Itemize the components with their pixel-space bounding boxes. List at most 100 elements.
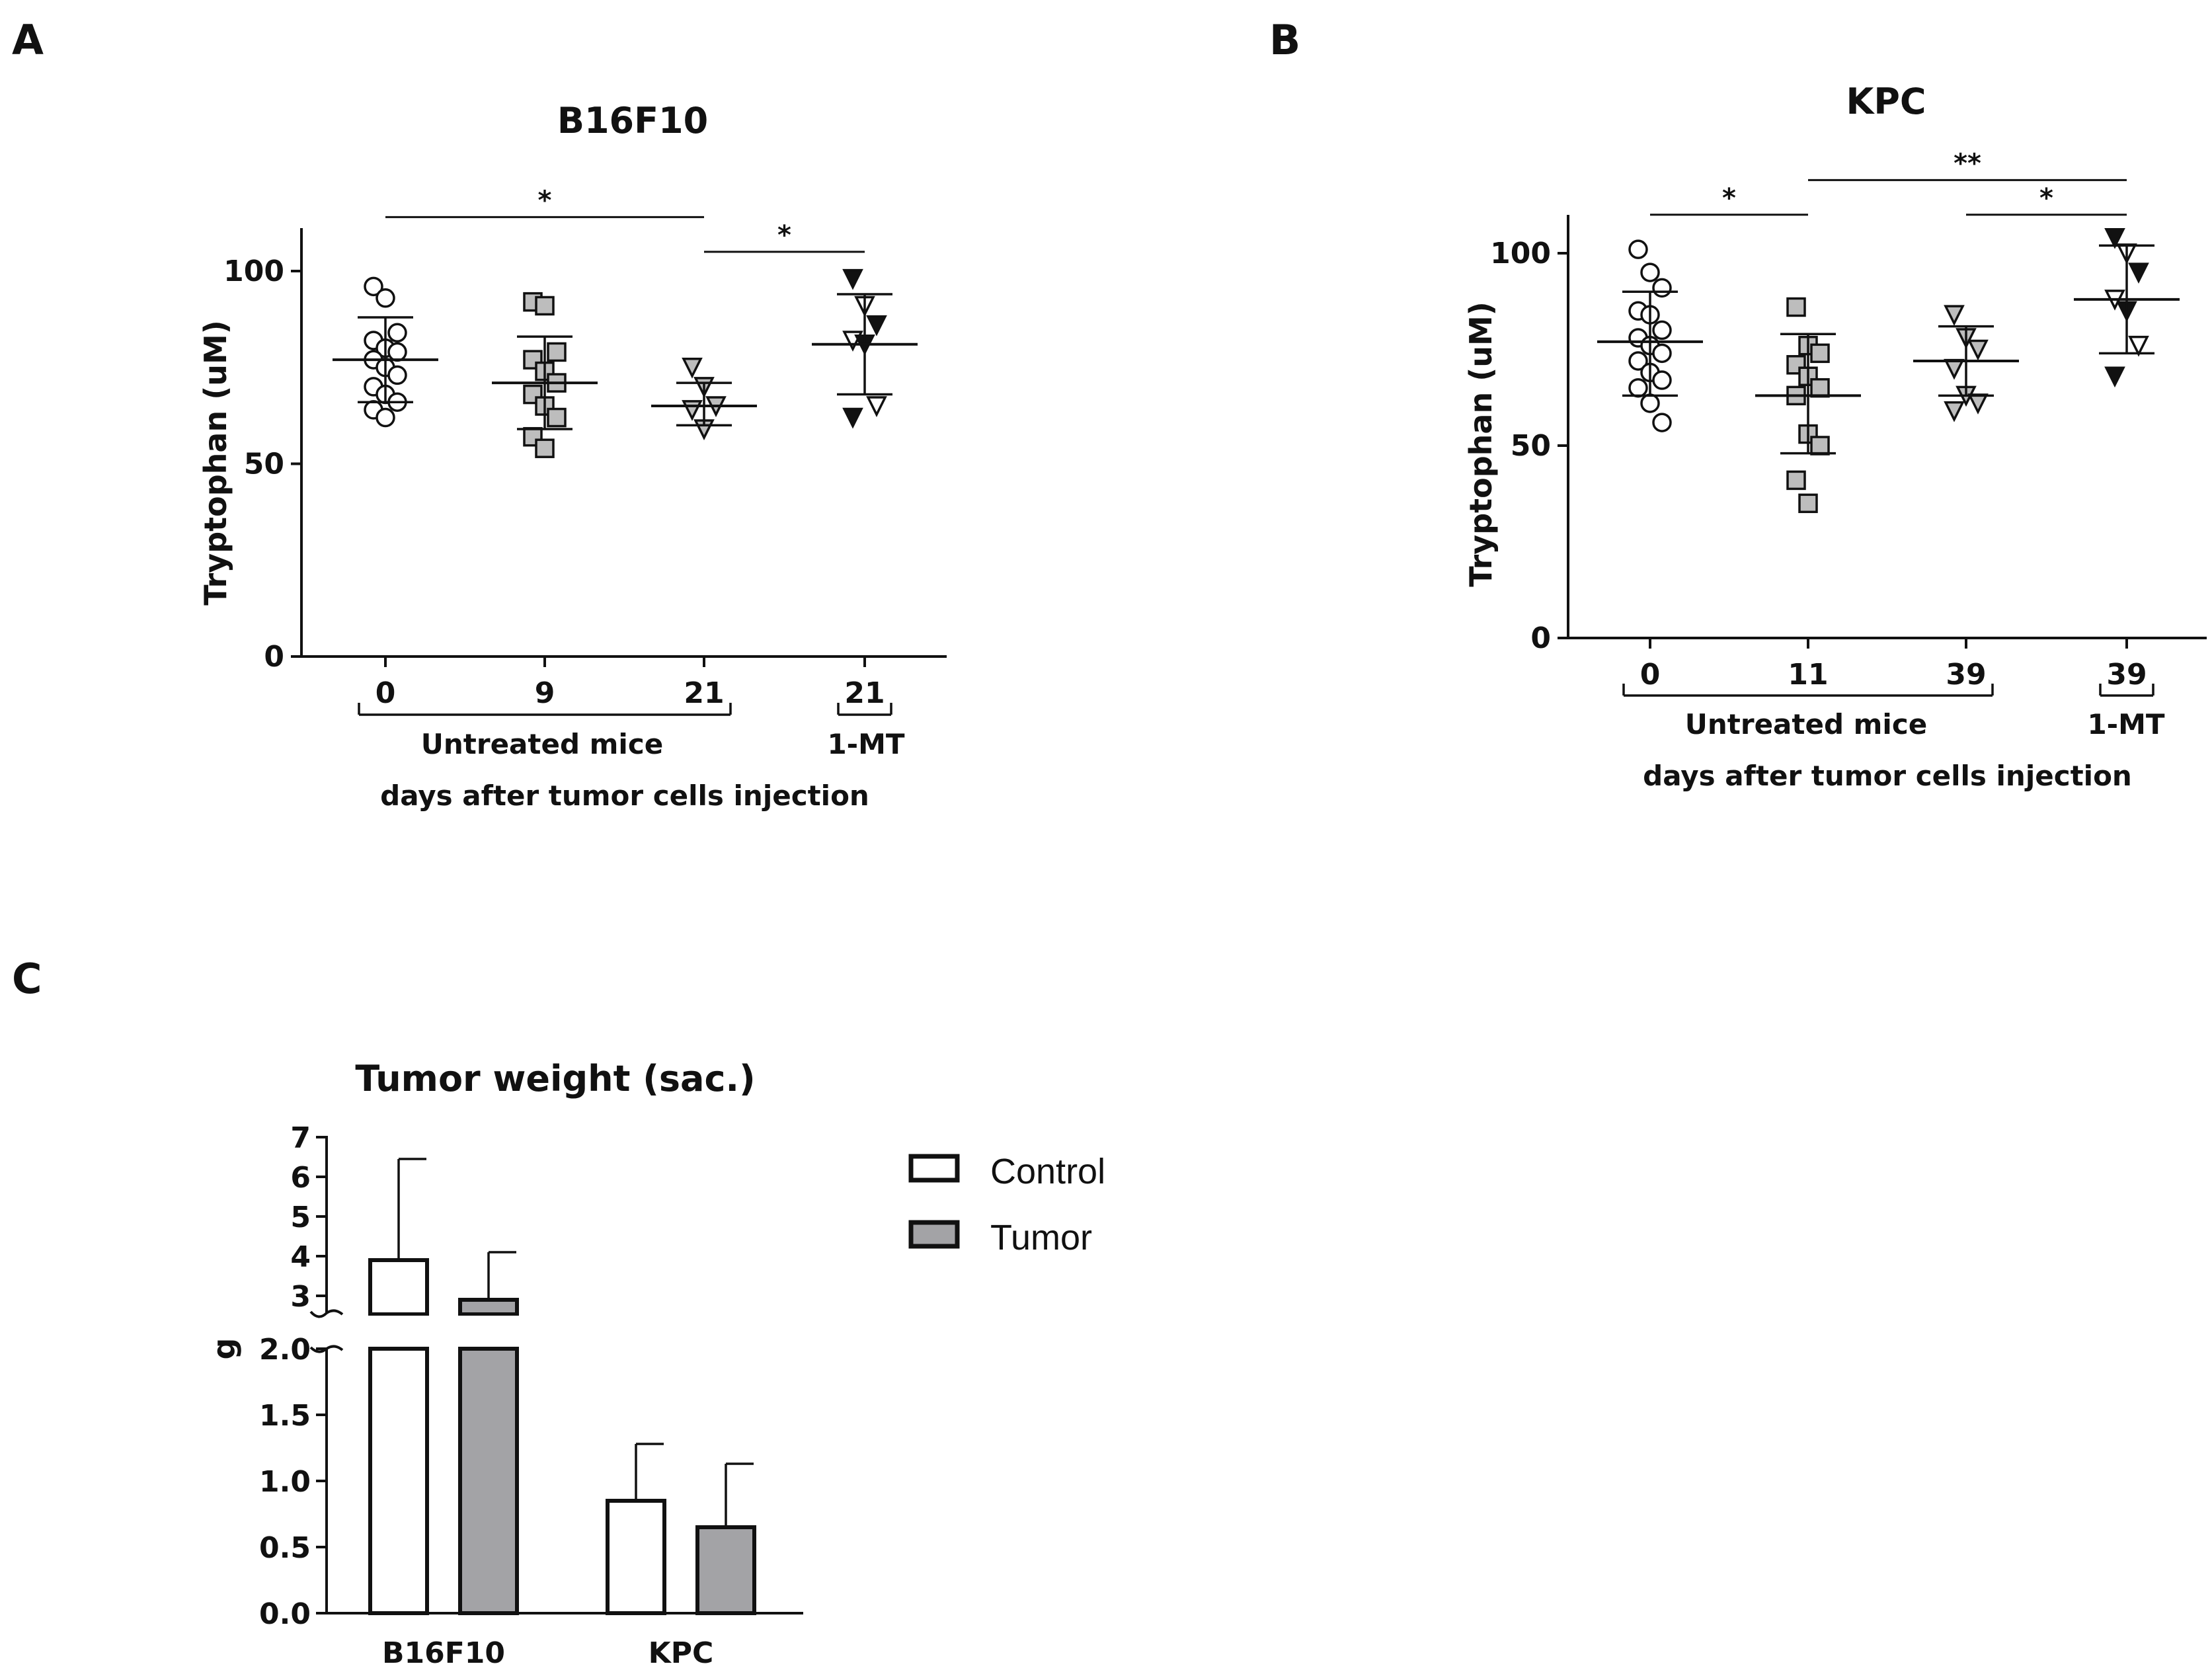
data-point — [547, 407, 567, 428]
chart-title: Tumor weight (sac.) — [355, 1058, 755, 1099]
x-tick-label: KPC — [649, 1636, 714, 1670]
y-axis-label: Tryptophan (uM) — [1463, 301, 1499, 587]
data-point — [1798, 493, 1818, 514]
y-tick-label: 100 — [223, 255, 284, 288]
x-tick-label: 0 — [375, 676, 396, 710]
y-tick-label: 4 — [290, 1240, 311, 1274]
data-point — [842, 407, 863, 429]
data-point — [387, 342, 407, 362]
legend-swatch-tumor — [908, 1220, 960, 1249]
data-point — [1786, 297, 1806, 317]
y-tick-label: 100 — [1490, 237, 1551, 270]
bracket-label-1mt: 1-MT — [827, 728, 904, 760]
y-tick-label: 0 — [264, 640, 284, 674]
data-point — [1810, 378, 1830, 398]
data-point — [375, 288, 395, 308]
chart-title: KPC — [1846, 81, 1926, 122]
data-point — [1967, 339, 1989, 361]
data-point — [2104, 366, 2125, 388]
data-point — [682, 400, 703, 421]
data-point — [1652, 278, 1672, 298]
data-point — [387, 365, 407, 385]
y-tick-label: 6 — [290, 1161, 311, 1195]
data-point — [2128, 262, 2149, 284]
bar-control-upper — [368, 1258, 429, 1316]
x-tick-label: 0 — [1640, 658, 1661, 692]
bar-break-gap — [456, 1316, 521, 1346]
legend-swatch-control — [908, 1154, 960, 1183]
significance-label: * — [777, 220, 791, 251]
data-point — [682, 358, 703, 379]
data-point — [1810, 343, 1830, 364]
data-point — [1628, 239, 1648, 259]
axis-break-mark — [309, 1309, 344, 1318]
plot-area: 0.0 0.5 1.0 1.5 2.0 3 4 5 6 7 B16F10 KPC — [259, 1121, 803, 1670]
x-axis-label: days after tumor cells injection — [380, 779, 869, 812]
data-point — [535, 296, 555, 316]
data-point — [1652, 343, 1672, 364]
data-point — [866, 315, 887, 337]
data-point — [1810, 436, 1830, 456]
bar-control — [606, 1499, 666, 1615]
panel-c: C Tumor weight (sac.) g Control Tumor 0.… — [12, 955, 1105, 1670]
data-point — [364, 276, 383, 297]
y-tick-label: 7 — [290, 1121, 311, 1155]
significance-label: * — [2039, 183, 2053, 214]
panel-b: B KPC Tryptophan (uM) days after tumor c… — [1269, 16, 2207, 792]
x-tick-label: B16F10 — [382, 1636, 505, 1670]
x-axis-label: days after tumor cells injection — [1643, 760, 2132, 792]
bracket-label-1mt: 1-MT — [2087, 708, 2164, 740]
significance-label: * — [1722, 183, 1736, 214]
y-tick-label: 1.5 — [259, 1399, 311, 1433]
significance-label: * — [538, 185, 552, 216]
data-point — [1640, 262, 1660, 282]
data-point — [387, 323, 407, 343]
data-point — [535, 438, 555, 458]
data-point — [1652, 370, 1672, 390]
plot-area: 0 50 100 0 9 21 21 * * — [223, 185, 947, 716]
y-tick-label: 2.0 — [259, 1333, 311, 1367]
data-point — [547, 342, 567, 362]
y-tick-label: 50 — [1511, 429, 1551, 463]
data-point — [1640, 393, 1660, 413]
data-point — [2104, 227, 2125, 249]
bar-tumor-upper — [458, 1298, 519, 1316]
y-axis-label: g — [206, 1338, 242, 1360]
panel-letter-c: C — [12, 955, 42, 1003]
data-point — [866, 396, 887, 417]
x-tick-label: 11 — [1788, 658, 1828, 692]
y-tick-label: 3 — [290, 1280, 311, 1314]
y-tick-label: 0.5 — [259, 1531, 311, 1565]
legend: Control Tumor — [908, 1152, 1105, 1257]
x-tick-label: 39 — [1946, 658, 1986, 692]
bracket-label-untreated: Untreated mice — [1685, 708, 1927, 740]
data-point — [1628, 351, 1648, 371]
bracket-label-untreated: Untreated mice — [421, 728, 663, 760]
data-point — [1652, 320, 1672, 340]
y-tick-label: 50 — [244, 448, 284, 481]
y-tick-label: 5 — [290, 1201, 311, 1234]
x-tick-label: 9 — [535, 676, 555, 710]
y-tick-label: 1.0 — [259, 1465, 311, 1499]
panel-a: A B16F10 Tryptophan (uM) days after tumo… — [12, 16, 947, 812]
data-point — [1652, 413, 1672, 432]
data-point — [1944, 358, 1965, 380]
y-axis-label: Tryptophan (uM) — [198, 320, 233, 606]
y-tick-label: 0 — [1530, 621, 1551, 655]
data-point — [1786, 470, 1806, 491]
bar-tumor — [458, 1347, 519, 1615]
x-tick-label: 39 — [2106, 658, 2147, 692]
data-point — [1944, 305, 1965, 327]
panel-letter-b: B — [1269, 16, 1300, 64]
bar-tumor — [695, 1525, 756, 1615]
x-tick-label: 21 — [844, 676, 885, 710]
data-point — [1628, 378, 1648, 398]
data-point — [1967, 393, 1989, 415]
significance-label: ** — [1954, 148, 1981, 179]
data-point — [1944, 401, 1965, 422]
data-point — [375, 407, 395, 428]
bar-break-gap — [366, 1316, 431, 1346]
y-tick-label: 0.0 — [259, 1597, 311, 1631]
